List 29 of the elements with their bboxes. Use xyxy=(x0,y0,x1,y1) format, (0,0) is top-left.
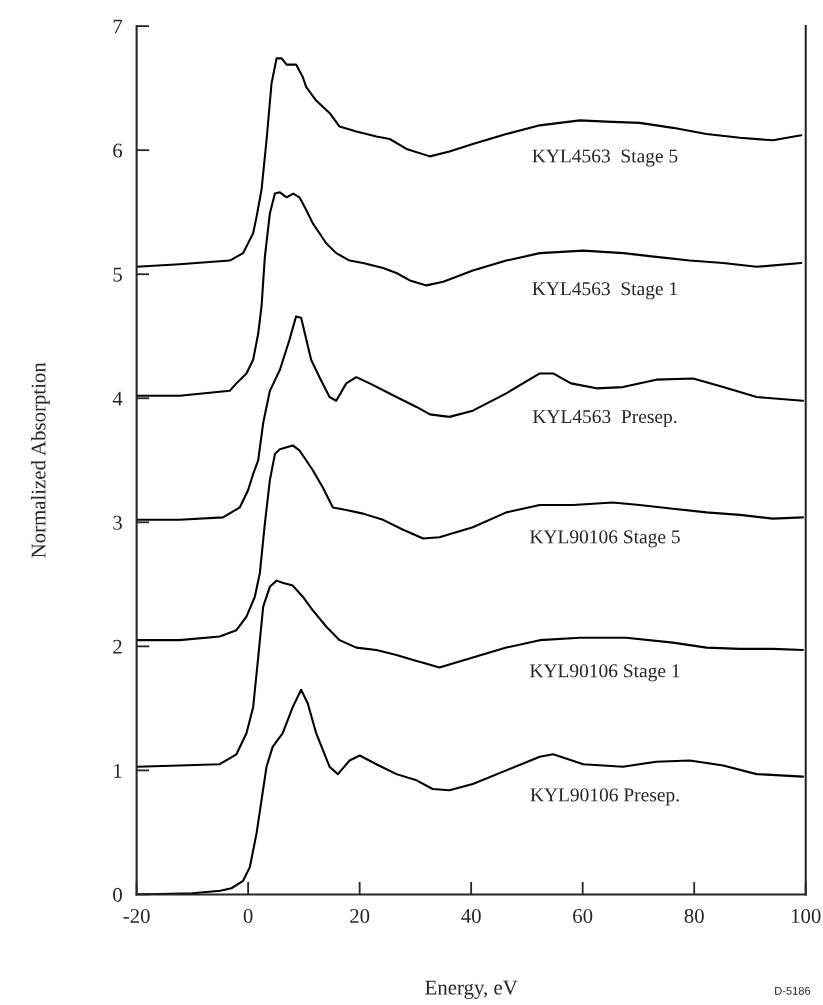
x-tick-label: 40 xyxy=(461,908,481,923)
y-tick-label: 4 xyxy=(112,391,123,406)
line-series xyxy=(136,315,804,521)
y-tick-label: 3 xyxy=(113,515,122,530)
x-axis-title: Energy, eV xyxy=(425,980,518,999)
y-axis-title: Normalized Absorption xyxy=(30,362,50,558)
x-tick-label: -20 xyxy=(123,908,150,923)
series-label: KYL4563 Presep. xyxy=(532,410,677,428)
y-tick-label: 0 xyxy=(113,887,122,902)
line-series xyxy=(136,444,804,642)
x-tick-label: 80 xyxy=(684,908,704,923)
series-label: KYL4563 Stage 1 xyxy=(532,282,677,300)
line-series xyxy=(136,191,803,397)
series-label: KYL4563 Stage 5 xyxy=(532,149,678,167)
y-tick-label: 2 xyxy=(113,639,122,654)
y-tick-label: 7 xyxy=(113,19,123,34)
y-tick-label: 1 xyxy=(114,763,122,778)
y-tick-label: 6 xyxy=(113,143,123,158)
x-tick-label: 100 xyxy=(791,908,821,923)
text: D-5186 xyxy=(775,986,811,995)
y-tick-label: 5 xyxy=(113,267,122,282)
series-label: KYL90106 Stage 5 xyxy=(529,530,680,548)
x-tick-label: 20 xyxy=(350,908,370,923)
x-tick-label: 0 xyxy=(243,908,253,923)
x-tick-label: 60 xyxy=(573,908,593,923)
series-label: KYL90106 Presep. xyxy=(530,788,679,806)
line-series xyxy=(136,57,803,268)
series-label: KYL90106 Stage 1 xyxy=(529,664,680,682)
line-series xyxy=(136,579,804,768)
